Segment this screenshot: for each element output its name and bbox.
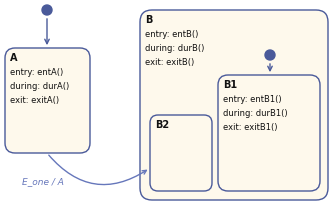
Text: A: A [10, 53, 17, 63]
Text: during: durB(): during: durB() [145, 44, 204, 53]
Text: during: durB1(): during: durB1() [223, 109, 288, 118]
FancyBboxPatch shape [218, 75, 320, 191]
Text: entry: entA(): entry: entA() [10, 68, 63, 77]
FancyBboxPatch shape [5, 48, 90, 153]
Text: B2: B2 [155, 120, 169, 130]
Text: exit: exitB1(): exit: exitB1() [223, 123, 277, 132]
Circle shape [265, 50, 275, 60]
Text: exit: exitB(): exit: exitB() [145, 58, 194, 67]
FancyArrowPatch shape [49, 155, 146, 184]
Text: B1: B1 [223, 80, 237, 90]
FancyBboxPatch shape [140, 10, 328, 200]
FancyBboxPatch shape [150, 115, 212, 191]
Text: B: B [145, 15, 152, 25]
Circle shape [42, 5, 52, 15]
Text: entry: entB(): entry: entB() [145, 30, 198, 39]
Text: during: durA(): during: durA() [10, 82, 69, 91]
Text: exit: exitA(): exit: exitA() [10, 96, 59, 105]
Text: E_one / A: E_one / A [22, 177, 64, 186]
Text: entry: entB1(): entry: entB1() [223, 95, 282, 104]
